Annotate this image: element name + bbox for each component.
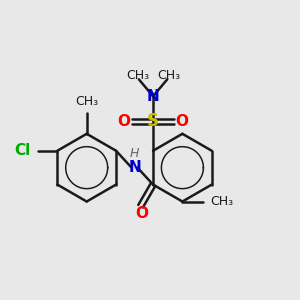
Text: CH₃: CH₃ <box>157 69 180 82</box>
Text: H: H <box>130 147 139 160</box>
Text: S: S <box>147 112 159 130</box>
Text: O: O <box>136 206 148 221</box>
Text: O: O <box>118 114 131 129</box>
Text: CH₃: CH₃ <box>126 69 149 82</box>
Text: N: N <box>147 89 159 104</box>
Text: CH₃: CH₃ <box>75 95 98 108</box>
Text: O: O <box>176 114 188 129</box>
Text: N: N <box>128 160 141 175</box>
Text: CH₃: CH₃ <box>210 195 233 208</box>
Text: Cl: Cl <box>15 143 31 158</box>
